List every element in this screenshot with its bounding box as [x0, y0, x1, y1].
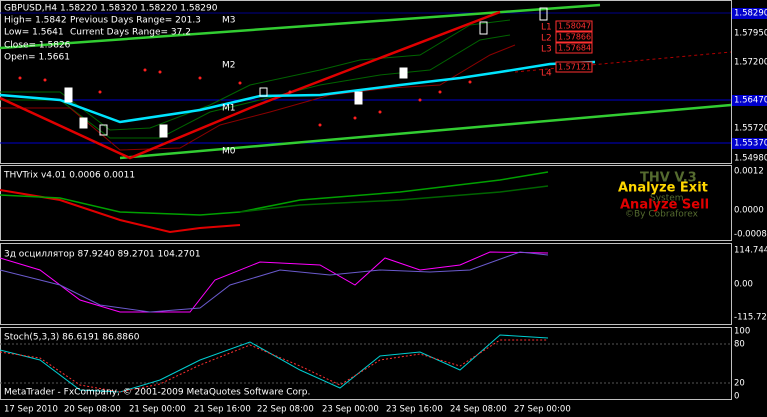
time-tick: 24 Sep 08:00 — [450, 405, 507, 415]
osc-tick: 0.00 — [734, 280, 753, 290]
osc-tick: -115.7200 — [734, 313, 767, 323]
time-tick: 17 Sep 2010 — [4, 405, 58, 415]
low: Low= 1.5641 — [4, 28, 64, 38]
right-levels: L1 L2 L3 L4 — [541, 23, 552, 79]
level-label: M1 — [222, 104, 236, 114]
stoch-tick: 0 — [734, 392, 739, 402]
price-tick: 1.58290 — [734, 9, 767, 19]
prev-range: Previous Days Range= 201.3 — [70, 16, 201, 26]
system: System — [650, 194, 684, 204]
level-tag: L3 — [541, 45, 552, 55]
trix-plot — [0, 171, 549, 234]
level-tag: L1 — [541, 23, 552, 33]
level-label: M2 — [222, 61, 236, 71]
price-tick: 1.54980 — [734, 154, 767, 164]
open: Open= 1.5661 — [4, 53, 70, 63]
price-tick: 1.55370 — [734, 139, 767, 149]
analyze-exit: Analyze Exit — [618, 181, 708, 196]
price-box: 1.58047 — [558, 22, 591, 31]
level-tag: L2 — [541, 34, 552, 44]
price-box: 1.57684 — [558, 44, 591, 53]
price-box: 1.57866 — [558, 33, 591, 42]
stoch-tick: 80 — [734, 340, 745, 350]
price-tick: 1.57950 — [734, 29, 767, 39]
time-tick: 20 Sep 08:00 — [64, 405, 121, 415]
symbol-line: GBPUSD,H4 1.58220 1.58320 1.58220 1.5829… — [4, 4, 218, 14]
cur-range: Current Days Range= 37.2 — [70, 28, 191, 38]
trix-tick: 0.0012 — [734, 167, 764, 177]
osc-title: 3д осциллятор 87.9240 89.2701 104.2701 — [4, 250, 201, 260]
osc-plot — [0, 251, 549, 313]
panel-frames — [0, 0, 732, 400]
stoch-title: Stoch(5,3,3) 86.6191 86.8860 — [4, 333, 140, 343]
price-tick: 1.57200 — [734, 58, 767, 68]
stoch-plot — [0, 334, 731, 393]
stoch-tick: 100 — [734, 327, 750, 337]
price-box: 1.57121 — [558, 63, 591, 72]
copyright-brand: ©By Cobraforex — [625, 210, 699, 220]
close: Close= 1.5826 — [4, 41, 71, 51]
price-tick: 1.56470 — [734, 96, 767, 106]
trix-tick: -0.0008 — [734, 230, 767, 240]
time-tick: 23 Sep 16:00 — [386, 405, 443, 415]
main-plot — [0, 3, 732, 160]
time-tick: 21 Sep 00:00 — [129, 405, 186, 415]
time-tick: 21 Sep 16:00 — [194, 405, 251, 415]
copyright: MetaTrader - FxCompany, © 2001-2009 Meta… — [4, 388, 310, 398]
level-tag: L4 — [541, 69, 552, 79]
analyze-sell: Analyze Sell — [620, 198, 709, 213]
time-tick: 23 Sep 00:00 — [322, 405, 379, 415]
price-tick: 1.55720 — [734, 124, 767, 134]
axis-highlights — [732, 8, 767, 149]
brand: THV V.3 — [640, 171, 697, 186]
level-label: M3 — [222, 16, 236, 26]
stoch-tick: 20 — [734, 379, 745, 389]
trix-title: THVTrix v4.01 0.0006 0.0011 — [3, 171, 135, 181]
price-boxes — [555, 20, 593, 73]
trix-tick: 0.0000 — [734, 206, 764, 216]
time-tick: 22 Sep 08:00 — [257, 405, 314, 415]
level-label: M0 — [222, 147, 236, 157]
high: High= 1.5842 — [4, 16, 67, 26]
time-tick: 27 Sep 00:00 — [514, 405, 571, 415]
